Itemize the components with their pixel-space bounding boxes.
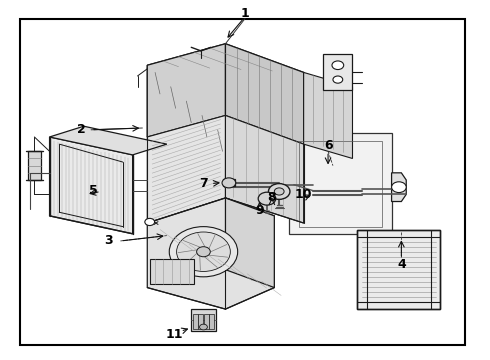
Polygon shape bbox=[147, 44, 225, 137]
Circle shape bbox=[392, 182, 406, 193]
Bar bbox=[299, 140, 382, 226]
Polygon shape bbox=[392, 173, 406, 202]
Bar bbox=[289, 134, 392, 234]
Bar bbox=[209, 315, 214, 329]
Polygon shape bbox=[147, 116, 225, 223]
Text: 5: 5 bbox=[89, 184, 98, 197]
Circle shape bbox=[269, 184, 290, 199]
Circle shape bbox=[145, 219, 155, 226]
Bar bbox=[198, 315, 203, 329]
Bar bbox=[204, 315, 209, 329]
Circle shape bbox=[199, 324, 207, 330]
Circle shape bbox=[222, 178, 236, 188]
Polygon shape bbox=[225, 44, 304, 144]
Text: 8: 8 bbox=[268, 192, 276, 204]
Polygon shape bbox=[357, 230, 441, 309]
Bar bbox=[357, 230, 441, 309]
Circle shape bbox=[274, 188, 284, 195]
Bar bbox=[150, 259, 194, 284]
Polygon shape bbox=[304, 72, 352, 158]
Polygon shape bbox=[225, 198, 274, 288]
Polygon shape bbox=[147, 198, 274, 309]
Polygon shape bbox=[49, 126, 167, 155]
Circle shape bbox=[196, 247, 210, 257]
Polygon shape bbox=[147, 44, 304, 144]
Bar bbox=[193, 315, 197, 329]
Circle shape bbox=[258, 192, 276, 205]
Text: 11: 11 bbox=[166, 328, 183, 341]
Circle shape bbox=[169, 226, 238, 277]
Polygon shape bbox=[191, 309, 216, 330]
Bar bbox=[27, 151, 41, 180]
Circle shape bbox=[332, 61, 343, 69]
Circle shape bbox=[176, 232, 230, 271]
Polygon shape bbox=[49, 137, 133, 234]
Bar bbox=[323, 54, 352, 90]
Text: 10: 10 bbox=[295, 188, 313, 201]
Text: 3: 3 bbox=[104, 234, 113, 247]
Text: 9: 9 bbox=[255, 204, 264, 217]
Text: 7: 7 bbox=[199, 177, 208, 190]
Circle shape bbox=[333, 76, 343, 83]
Text: 2: 2 bbox=[77, 123, 86, 136]
Bar bbox=[223, 179, 235, 186]
Text: 1: 1 bbox=[241, 7, 249, 20]
Polygon shape bbox=[225, 116, 304, 223]
Text: 6: 6 bbox=[324, 139, 332, 152]
Text: 4: 4 bbox=[397, 258, 406, 271]
